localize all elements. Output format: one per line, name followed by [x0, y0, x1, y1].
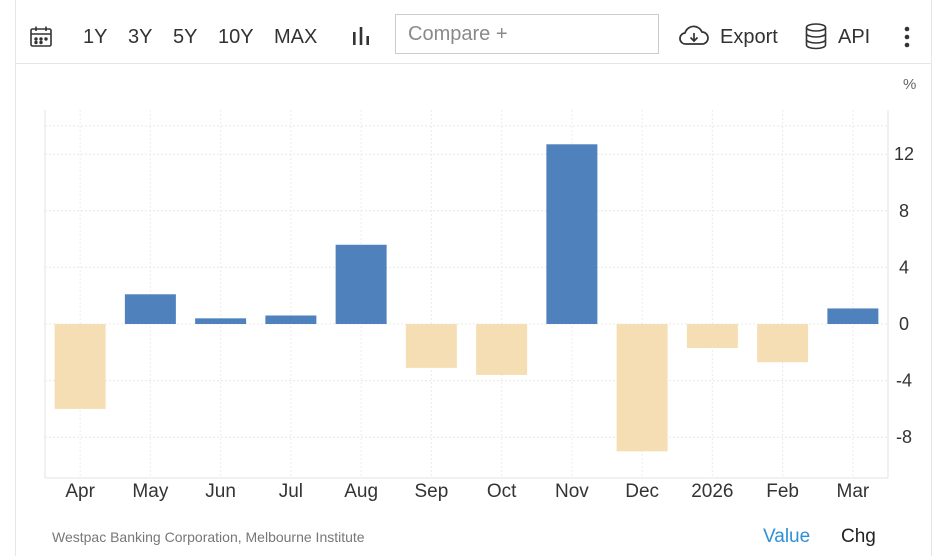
database-icon[interactable]	[804, 23, 828, 55]
range-5y-button[interactable]: 5Y	[173, 26, 198, 48]
value-toggle[interactable]: Value	[763, 526, 811, 547]
more-vertical-icon[interactable]	[903, 26, 911, 53]
bar-chart-icon[interactable]	[351, 26, 371, 51]
unit-label: %	[903, 76, 917, 93]
range-1y-button[interactable]: 1Y	[83, 26, 108, 48]
chg-toggle[interactable]: Chg	[841, 526, 876, 547]
compare-input[interactable]	[395, 14, 659, 54]
cloud-download-icon[interactable]	[678, 24, 710, 53]
range-max-button[interactable]: MAX	[274, 26, 318, 48]
range-3y-button[interactable]: 3Y	[128, 26, 153, 48]
chart-frame	[15, 0, 932, 556]
export-button[interactable]: Export	[720, 26, 778, 48]
calendar-icon[interactable]	[29, 25, 53, 54]
toolbar: 1Y 3Y 5Y 10Y MAX Export API	[15, 0, 932, 64]
api-button[interactable]: API	[838, 26, 871, 48]
source-label: Westpac Banking Corporation, Melbourne I…	[52, 529, 365, 545]
range-10y-button[interactable]: 10Y	[218, 26, 254, 48]
